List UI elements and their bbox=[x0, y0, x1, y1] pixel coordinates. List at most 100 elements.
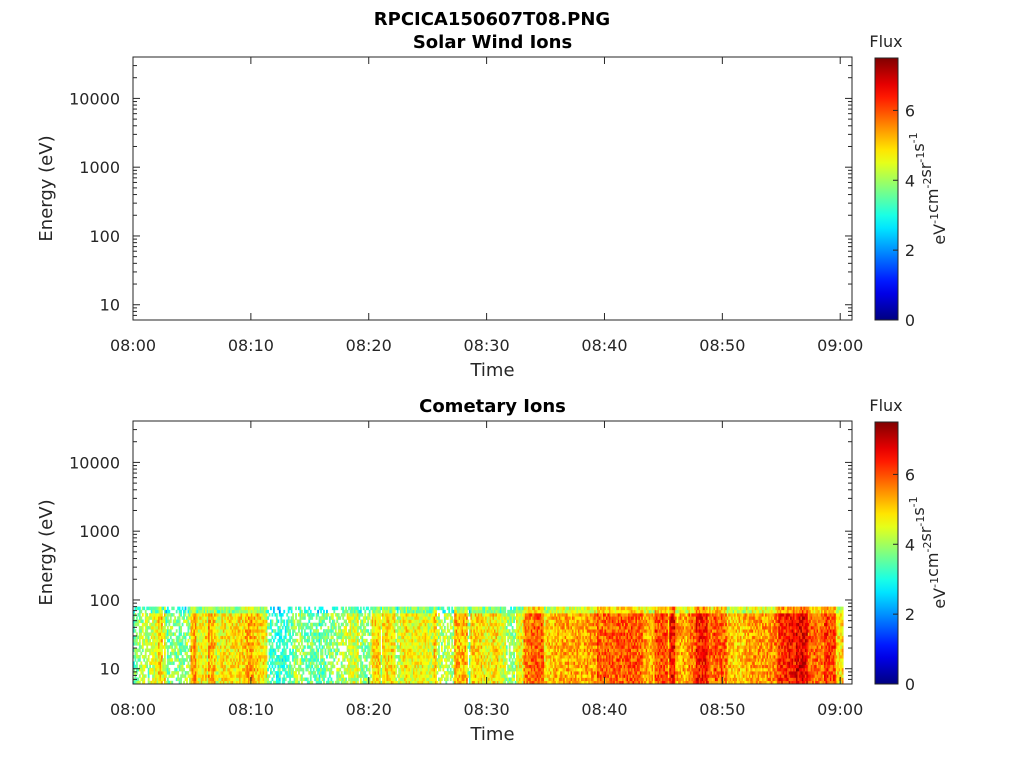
spectrogram-cell bbox=[437, 629, 440, 633]
spectrogram-cell bbox=[150, 651, 153, 656]
spectrogram-cell bbox=[371, 619, 374, 624]
spectrogram-cell bbox=[165, 664, 168, 669]
spectrogram-cell bbox=[203, 632, 206, 636]
spectrogram-cell bbox=[443, 664, 446, 669]
spectrogram-cell bbox=[449, 616, 452, 620]
spectrogram-cell bbox=[193, 651, 196, 656]
spectrogram-cell bbox=[242, 619, 244, 624]
spectrogram-cell bbox=[199, 648, 202, 653]
spectrogram-cell bbox=[435, 664, 437, 669]
spectrogram-cell bbox=[308, 616, 311, 620]
spectrogram-cell bbox=[196, 625, 199, 630]
spectrogram-cell bbox=[334, 629, 337, 633]
spectrogram-cell bbox=[264, 642, 266, 646]
spectrogram-cell bbox=[405, 648, 408, 653]
spectrogram-cell bbox=[401, 638, 404, 643]
spectrogram-cell bbox=[256, 622, 259, 627]
spectrogram-cell bbox=[237, 658, 240, 662]
spectrogram-cell bbox=[482, 658, 485, 662]
spectrogram-cell bbox=[326, 629, 328, 633]
spectrogram-cell bbox=[146, 616, 149, 620]
spectrogram-cell bbox=[452, 645, 455, 649]
spectrogram-cell bbox=[396, 635, 399, 640]
spectrogram-cell bbox=[489, 671, 492, 675]
spectrogram-cell bbox=[205, 622, 208, 627]
spectrogram-cell bbox=[405, 616, 408, 620]
spectrogram-cell bbox=[382, 664, 384, 669]
spectrogram-cell bbox=[231, 658, 234, 662]
spectrogram-cell bbox=[259, 606, 262, 611]
spectrogram-cell bbox=[296, 661, 299, 665]
spectrogram-cell bbox=[426, 619, 429, 624]
spectrogram-cell bbox=[228, 635, 231, 640]
spectrogram-cell bbox=[457, 622, 460, 627]
spectrogram-cell bbox=[261, 677, 264, 682]
spectrogram-cell bbox=[222, 680, 225, 685]
spectrogram-cell bbox=[415, 680, 418, 685]
spectrogram-cell bbox=[197, 619, 200, 624]
spectrogram-cell bbox=[480, 664, 483, 669]
spectrogram-cell bbox=[407, 606, 409, 611]
spectrogram-cell bbox=[323, 613, 325, 617]
spectrogram-cell bbox=[351, 654, 353, 659]
spectrogram-cell bbox=[200, 613, 203, 617]
spectrogram-cell bbox=[152, 664, 155, 669]
spectrogram-cell bbox=[424, 629, 427, 633]
spectrogram-cell bbox=[321, 648, 324, 653]
spectrogram-cell bbox=[149, 622, 152, 627]
spectrogram-cell bbox=[354, 645, 356, 649]
spectrogram-cell bbox=[402, 622, 405, 627]
spectrogram-cell bbox=[199, 654, 202, 659]
spectrogram-cell bbox=[409, 658, 412, 662]
spectrogram-cell bbox=[209, 674, 212, 678]
spectrogram-cell bbox=[421, 677, 424, 682]
spectrogram-cell bbox=[261, 609, 264, 614]
spectrogram-cell bbox=[440, 619, 443, 624]
spectrogram-cell bbox=[133, 635, 135, 640]
spectrogram-cell bbox=[190, 619, 193, 624]
spectrogram-cell bbox=[464, 658, 467, 662]
spectrogram-cell bbox=[379, 648, 381, 653]
spectrogram-cell bbox=[265, 642, 268, 646]
spectrogram-cell bbox=[205, 654, 208, 659]
spectrogram-cell bbox=[280, 622, 283, 627]
spectrogram-cell bbox=[409, 635, 412, 640]
spectrogram-cell bbox=[379, 638, 381, 643]
spectrogram-cell bbox=[321, 661, 324, 665]
spectrogram-cell bbox=[476, 648, 479, 653]
spectrogram-cell bbox=[389, 632, 392, 636]
spectrogram-cell bbox=[180, 648, 183, 653]
spectrogram-cell bbox=[377, 645, 380, 649]
spectrogram-cell bbox=[236, 664, 239, 669]
spectrogram-cell bbox=[215, 606, 218, 611]
spectrogram-cell bbox=[359, 622, 362, 627]
spectrogram-cell bbox=[317, 658, 320, 662]
spectrogram-cell bbox=[446, 658, 449, 662]
spectrogram-cell bbox=[486, 606, 489, 611]
spectrogram-cell bbox=[401, 613, 404, 617]
spectrogram-cell bbox=[293, 654, 296, 659]
spectrogram-cell bbox=[308, 619, 311, 624]
spectrogram-cell bbox=[225, 677, 228, 682]
spectrogram-cell bbox=[186, 642, 188, 646]
spectrogram-cell bbox=[228, 619, 231, 624]
spectrogram-cell bbox=[234, 625, 237, 630]
spectrogram-cell bbox=[432, 635, 434, 640]
spectrogram-cell bbox=[134, 664, 137, 669]
spectrogram-cell bbox=[289, 671, 292, 675]
spectrogram-cell bbox=[247, 642, 250, 646]
spectrogram-cell bbox=[455, 609, 458, 614]
spectrogram-cell bbox=[464, 680, 467, 685]
spectrogram-cell bbox=[460, 606, 462, 611]
spectrogram-cell bbox=[354, 654, 356, 659]
spectrogram-cell bbox=[492, 658, 495, 662]
spectrogram-cell bbox=[318, 638, 321, 643]
spectrogram-cell bbox=[387, 658, 390, 662]
spectrogram-cell bbox=[482, 616, 485, 620]
spectrogram-cell bbox=[423, 613, 426, 617]
spectrogram-cell bbox=[424, 632, 427, 636]
spectrogram-cell bbox=[277, 667, 280, 672]
spectrogram-cell bbox=[212, 625, 215, 630]
spectrogram-cell bbox=[218, 651, 221, 656]
spectrogram-cell bbox=[446, 651, 449, 656]
